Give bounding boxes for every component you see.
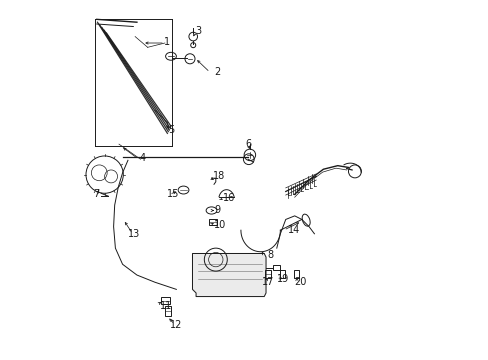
Text: 9: 9 xyxy=(214,206,220,216)
Text: 4: 4 xyxy=(139,153,145,163)
Text: 10: 10 xyxy=(214,220,226,230)
Bar xyxy=(293,270,299,278)
Text: 16: 16 xyxy=(223,193,235,203)
Text: 18: 18 xyxy=(213,171,225,181)
Bar xyxy=(164,306,171,316)
Text: 6: 6 xyxy=(244,139,251,149)
Text: 13: 13 xyxy=(128,229,140,239)
Text: 15: 15 xyxy=(166,189,179,199)
Bar xyxy=(208,219,216,225)
Text: 12: 12 xyxy=(170,320,182,330)
Text: 14: 14 xyxy=(287,225,299,235)
Text: 11: 11 xyxy=(160,301,172,311)
Text: 17: 17 xyxy=(261,277,273,287)
Bar xyxy=(279,270,285,278)
Text: 19: 19 xyxy=(277,274,289,284)
Text: 2: 2 xyxy=(214,67,220,77)
Text: 7: 7 xyxy=(93,189,100,199)
Text: 3: 3 xyxy=(194,26,201,36)
Text: 20: 20 xyxy=(293,277,305,287)
Text: 1: 1 xyxy=(164,37,170,47)
Bar xyxy=(161,297,170,304)
Bar xyxy=(273,265,279,270)
Text: 5: 5 xyxy=(167,125,174,135)
Polygon shape xyxy=(192,253,265,297)
Bar xyxy=(265,270,270,278)
Text: 8: 8 xyxy=(267,250,273,260)
